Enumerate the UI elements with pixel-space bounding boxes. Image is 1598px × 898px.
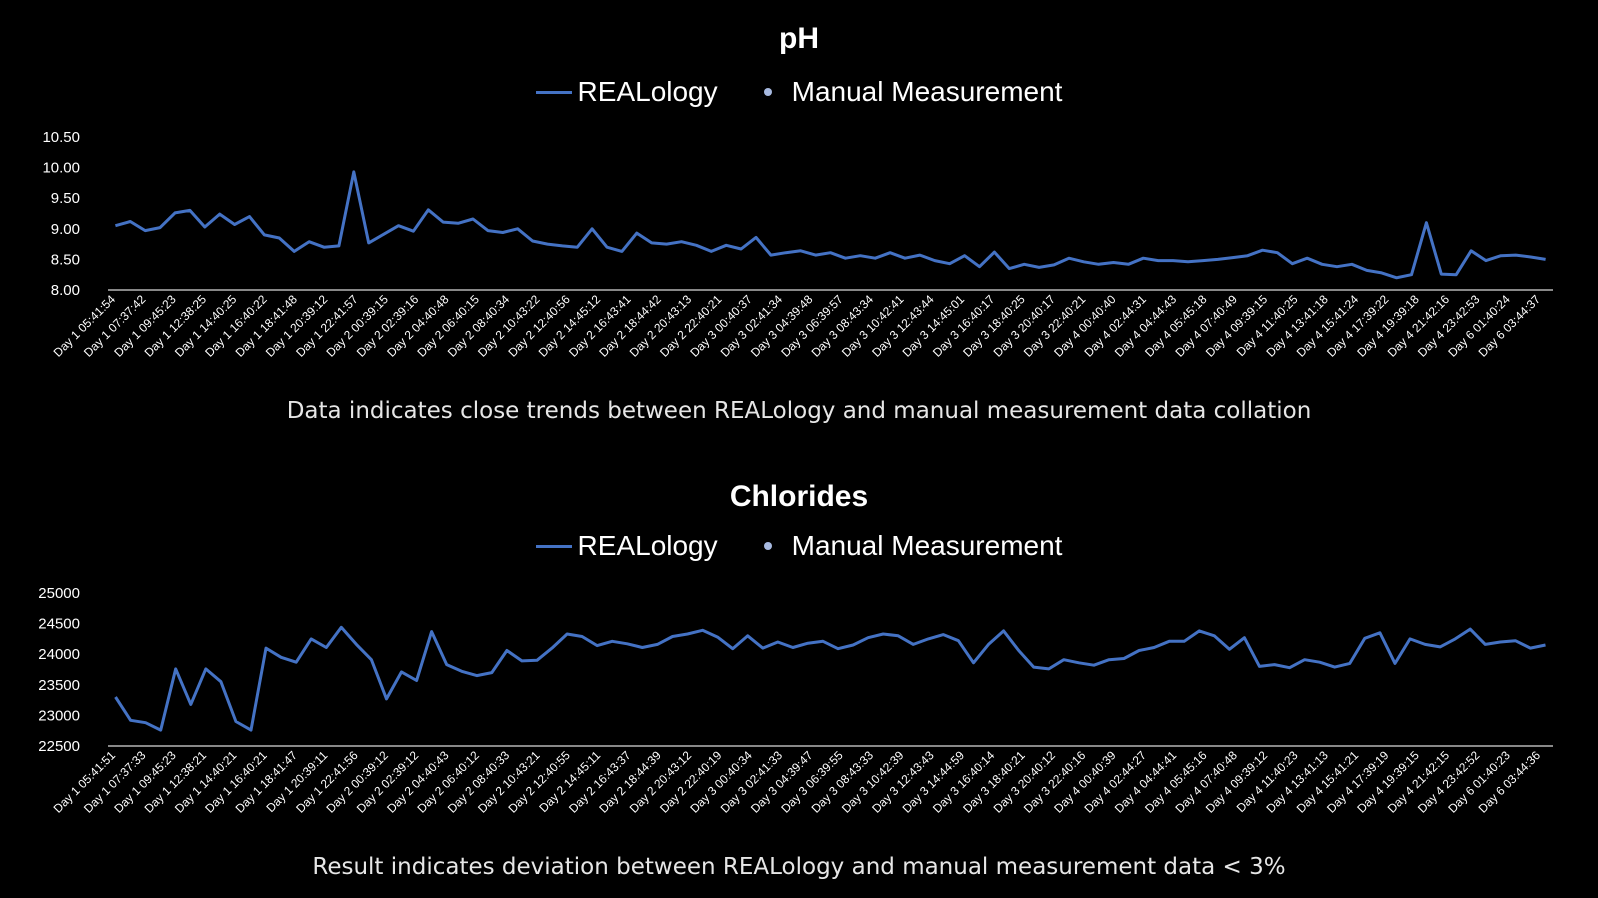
y-tick-label: 9.00	[51, 221, 80, 238]
legend-item-manual: Manual Measurement	[763, 76, 1063, 108]
series-line-realology	[114, 170, 1546, 280]
series-line-realology	[114, 625, 1546, 732]
legend-label-realology: REALology	[577, 76, 718, 107]
y-tick-label: 25000	[38, 585, 80, 602]
y-tick-label: 23500	[38, 677, 80, 694]
legend-dot-swatch	[763, 542, 772, 550]
y-tick-label: 9.50	[51, 190, 80, 207]
y-tick-label: 10.50	[42, 129, 80, 146]
y-tick-label: 10.00	[42, 160, 80, 177]
chart-title-chlorides: Chlorides	[729, 480, 869, 513]
y-tick-label: 22500	[38, 738, 80, 755]
legend-item-manual: Manual Measurement	[763, 530, 1063, 562]
y-tick-label: 24000	[38, 646, 80, 663]
legend-item-realology: REALology	[535, 76, 718, 108]
y-tick-label: 8.00	[51, 282, 80, 299]
y-tick-label: 24500	[38, 616, 80, 633]
legend-ph: REALology Manual Measurement	[0, 76, 1598, 108]
legend-line-swatch	[535, 90, 572, 94]
legend-label-manual: Manual Measurement	[791, 530, 1063, 561]
legend-line-swatch	[535, 544, 572, 548]
caption-ph: Data indicates close trends between REAL…	[286, 398, 1312, 424]
caption-chlorides: Result indicates deviation between REALo…	[312, 854, 1286, 880]
y-tick-label: 8.50	[51, 251, 80, 268]
legend-label-manual: Manual Measurement	[791, 76, 1063, 107]
legend-chlorides: REALology Manual Measurement	[0, 530, 1598, 562]
legend-item-realology: REALology	[535, 530, 718, 562]
legend-label-realology: REALology	[577, 530, 718, 561]
y-tick-label: 23000	[38, 707, 80, 724]
legend-dot-swatch	[763, 88, 772, 96]
chart-title-ph: pH	[779, 22, 819, 55]
